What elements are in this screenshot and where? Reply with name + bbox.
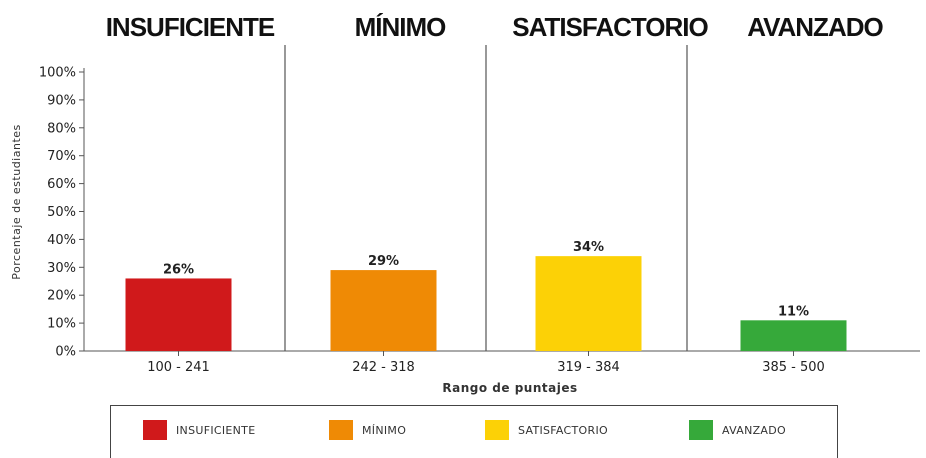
x-tick-label-insuficiente: 100 - 241 [147, 360, 210, 375]
y-tick-label: 50% [47, 205, 76, 220]
bar-minimo [330, 270, 437, 351]
x-tick-label-satisfactorio: 319 - 384 [557, 360, 620, 375]
y-tick-label: 40% [47, 233, 76, 248]
y-tick-label: 10% [47, 317, 76, 332]
data-label-insuficiente: 26% [163, 262, 194, 277]
legend-item-satisfactorio: SATISFACTORIO [485, 420, 608, 440]
data-label-minimo: 29% [368, 254, 399, 269]
y-tick-label: 70% [47, 149, 76, 164]
category-dividers [284, 45, 688, 351]
legend-item-minimo: MÍNIMO [329, 420, 406, 440]
x-axis-ticks: 100 - 241 242 - 318 319 - 384 385 - 500 [147, 351, 825, 375]
bar-avanzado [740, 320, 847, 351]
x-tick-label-minimo: 242 - 318 [352, 360, 415, 375]
bar-satisfactorio [535, 256, 642, 351]
legend-label-minimo: MÍNIMO [362, 423, 407, 437]
legend-swatch-insuficiente [143, 420, 167, 440]
legend-label-insuficiente: INSUFICIENTE [176, 423, 256, 437]
legend-swatch-satisfactorio [485, 420, 509, 440]
y-tick-label: 80% [47, 121, 76, 136]
y-tick-label: 0% [55, 345, 76, 360]
y-tick-label: 30% [47, 261, 76, 276]
legend-item-insuficiente: INSUFICIENTE [143, 420, 255, 440]
data-label-satisfactorio: 34% [573, 240, 604, 255]
category-header-satisfactorio: SATISFACTORIO [512, 12, 709, 42]
legend-label-avanzado: AVANZADO [722, 423, 786, 437]
legend-swatch-avanzado [689, 420, 713, 440]
x-tick-label-avanzado: 385 - 500 [762, 360, 825, 375]
category-header-insuficiente: INSUFICIENTE [105, 12, 276, 42]
y-tick-label: 100% [39, 66, 76, 81]
bar-insuficiente [125, 278, 232, 351]
y-tick-label: 90% [47, 93, 76, 108]
category-header-minimo: MÍNIMO [354, 12, 447, 42]
legend-item-avanzado: AVANZADO [689, 420, 786, 440]
bars: 26% 29% 34% 11% [125, 240, 847, 351]
y-tick-label: 20% [47, 289, 76, 304]
data-label-avanzado: 11% [778, 304, 809, 319]
bar-chart: 0% 10% 20% 30% 40% 50% 60% 70% 80% 90% 100% 26% 29%… [10, 45, 920, 395]
y-axis-title: Porcentaje de estudiantes [10, 124, 23, 280]
legend: INSUFICIENTE MÍNIMO SATISFACTORIO AVANZA… [110, 405, 838, 458]
x-axis-title: Rango de puntajes [442, 381, 577, 395]
y-tick-label: 60% [47, 177, 76, 192]
legend-swatch-minimo [329, 420, 353, 440]
legend-label-satisfactorio: SATISFACTORIO [518, 423, 608, 437]
category-header-avanzado: AVANZADO [747, 12, 883, 42]
